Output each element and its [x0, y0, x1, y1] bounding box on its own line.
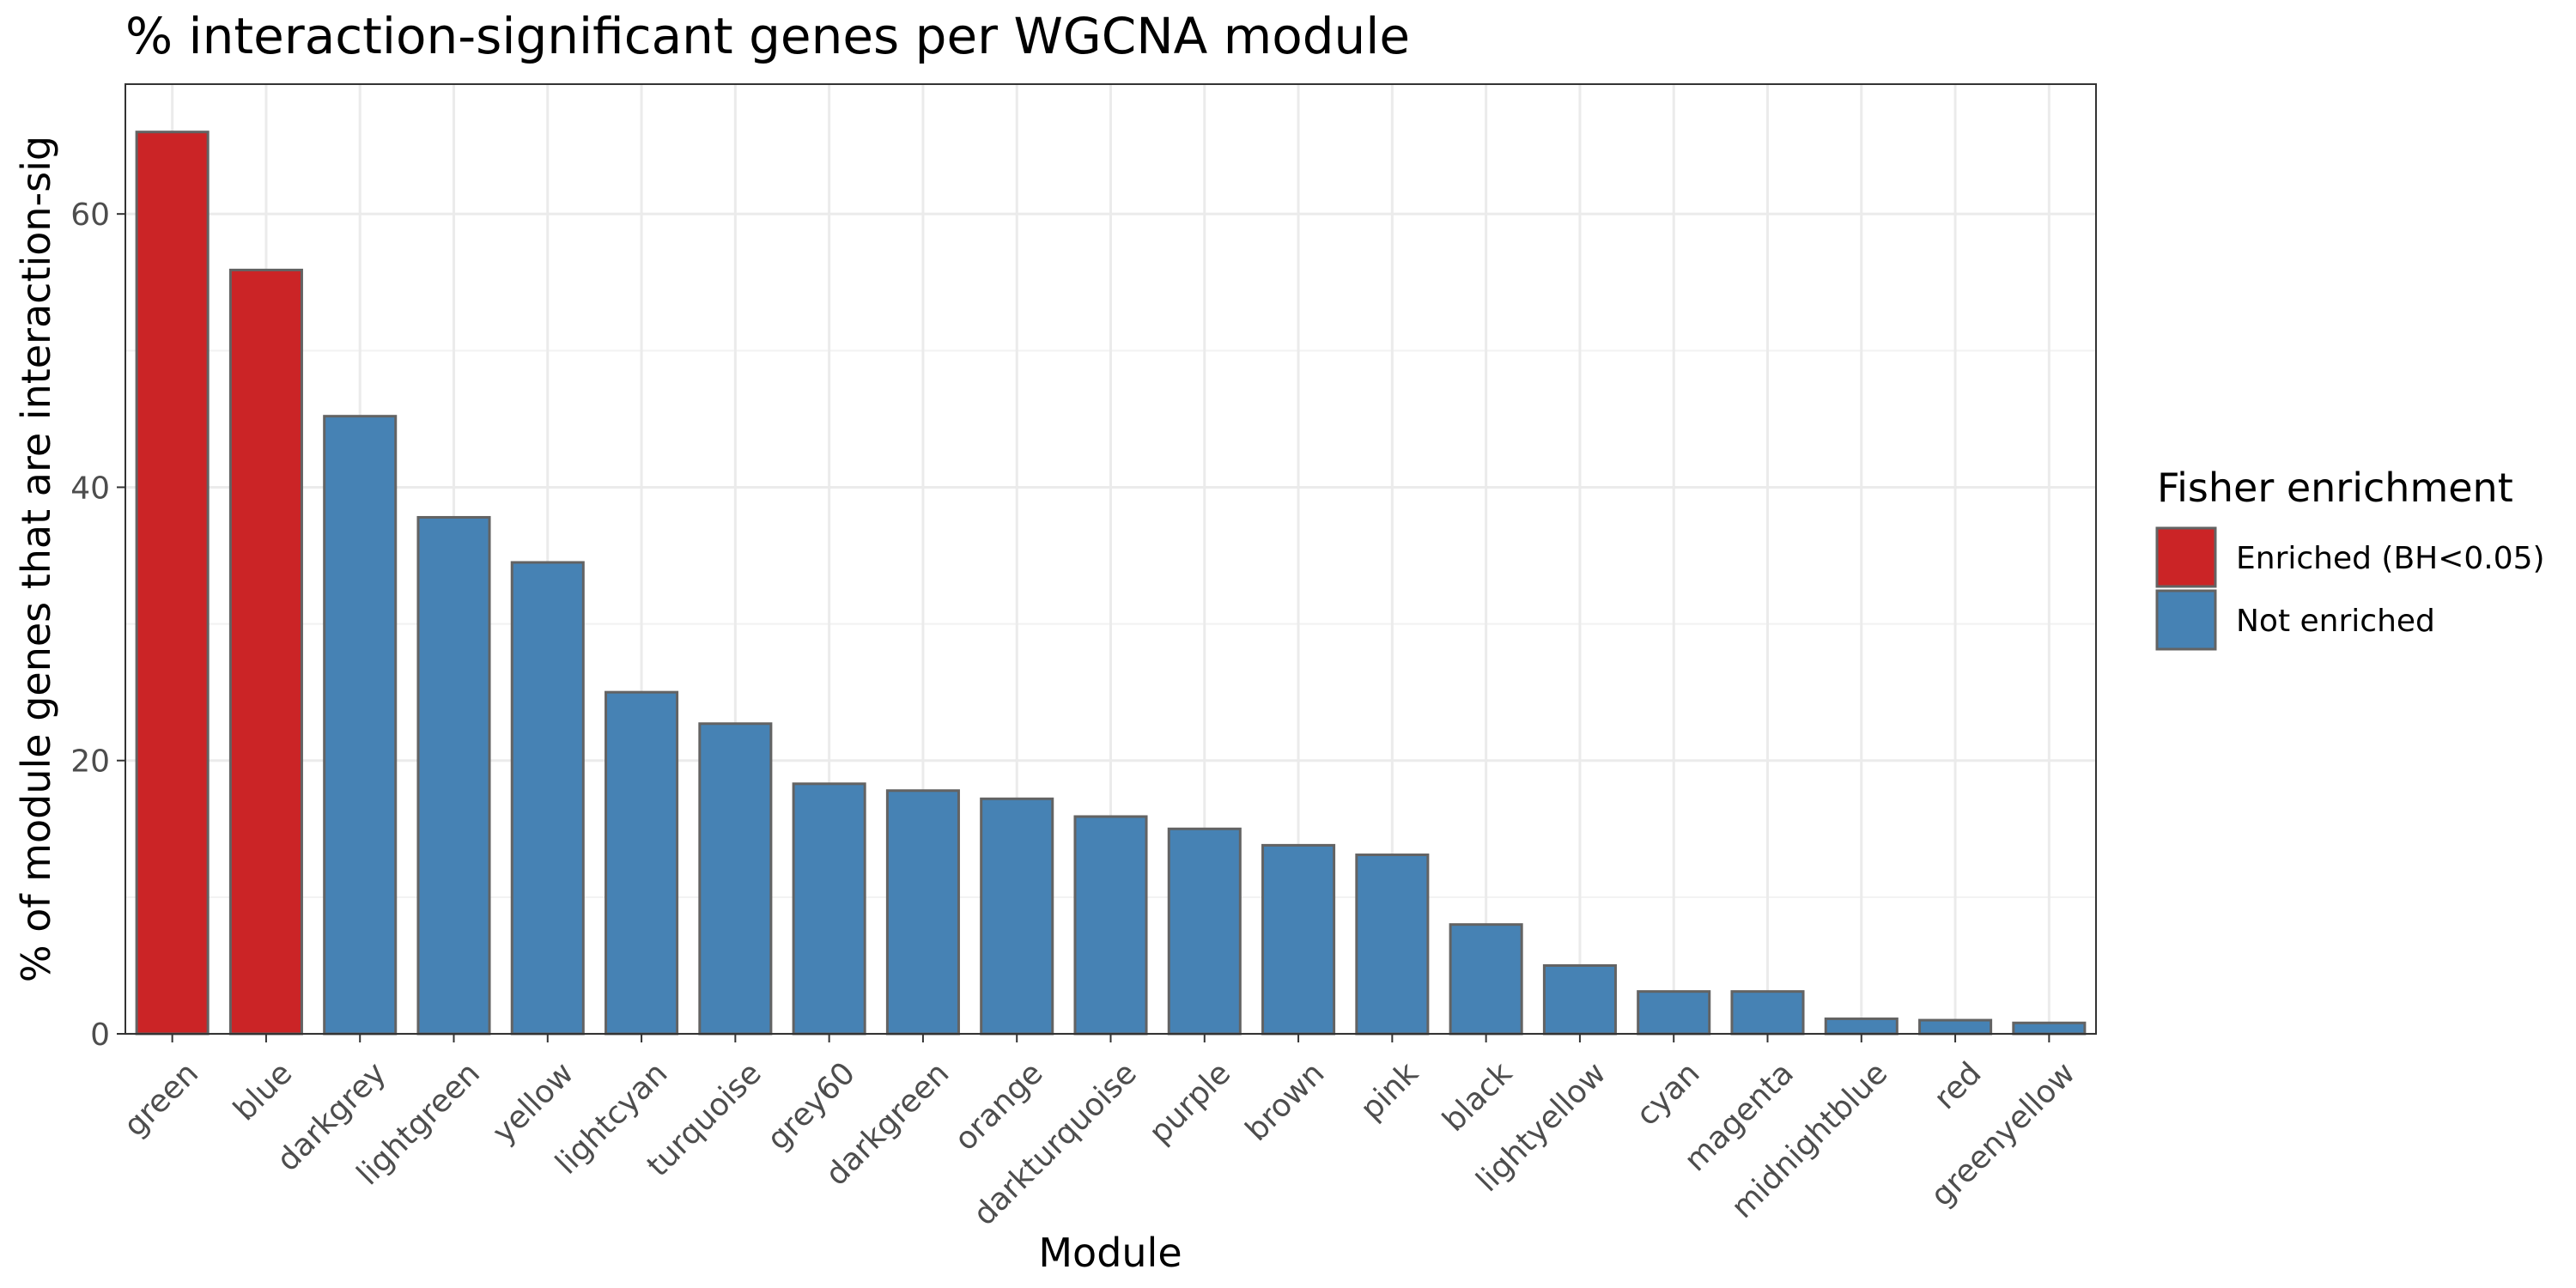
bar-midnightblue: [1824, 1017, 1899, 1036]
legend-label: Not enriched: [2236, 604, 2435, 639]
x-tick-label: green: [118, 1055, 206, 1144]
legend-title: Fisher enrichment: [2157, 465, 2513, 511]
bar-pink: [1355, 854, 1430, 1036]
bar-darkturquoise: [1073, 815, 1148, 1036]
bar-brown: [1261, 843, 1336, 1036]
y-tick-label: 40: [70, 471, 110, 506]
x-tick-label: red: [1928, 1055, 1989, 1116]
bar-yellow: [510, 561, 585, 1036]
bar-lightgreen: [416, 515, 491, 1036]
legend: Fisher enrichment Enriched (BH<0.05) Not …: [2155, 465, 2545, 651]
x-tick-label: black: [1437, 1055, 1520, 1139]
bar-grey60: [792, 782, 866, 1036]
x-tick-label: purple: [1143, 1055, 1238, 1151]
legend-key: [2155, 526, 2217, 588]
x-tick-label: yellow: [486, 1055, 580, 1150]
x-tick-label: cyan: [1630, 1055, 1707, 1133]
bar-lightcyan: [605, 690, 679, 1036]
y-axis: 0 20 40 60: [70, 197, 125, 1053]
legend-key: [2155, 589, 2217, 651]
bar-cyan: [1637, 990, 1711, 1036]
bar-lightyellow: [1542, 963, 1617, 1036]
bar-magenta: [1730, 990, 1805, 1036]
y-tick-label: 60: [70, 197, 110, 233]
x-tick-label: brown: [1239, 1055, 1332, 1148]
bar-darkgreen: [885, 789, 960, 1036]
x-tick-label: pink: [1354, 1055, 1425, 1127]
bar-series: [135, 131, 2087, 1036]
bar-darkgrey: [323, 415, 398, 1036]
bar-green: [135, 131, 210, 1036]
y-tick-label: 20: [70, 744, 110, 780]
x-tick-label: darkturquoise: [967, 1055, 1144, 1232]
x-tick-label: blue: [227, 1055, 299, 1127]
bar-black: [1449, 923, 1523, 1036]
chart-title: % interaction-significant genes per WGCN…: [125, 7, 1410, 65]
bar-red: [1918, 1018, 1993, 1036]
bar-greenyellow: [2012, 1021, 2087, 1036]
y-axis-label: % of module genes that are interaction-s…: [13, 136, 59, 982]
legend-label: Enriched (BH<0.05): [2236, 541, 2545, 576]
y-tick-label: 0: [90, 1018, 110, 1053]
x-axis-label: Module: [1038, 1230, 1182, 1276]
bar-turquoise: [698, 722, 773, 1036]
bar-orange: [980, 797, 1054, 1036]
bar-purple: [1167, 827, 1242, 1036]
bar-blue: [228, 268, 303, 1036]
